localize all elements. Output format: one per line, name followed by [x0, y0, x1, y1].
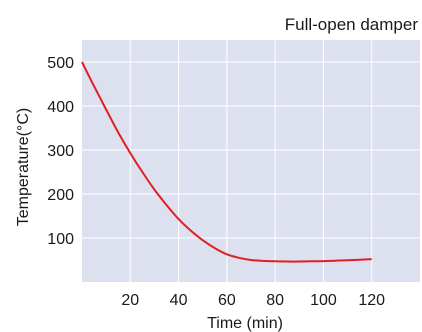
chart-title: Full-open damper	[285, 15, 419, 34]
y-tick-label: 400	[47, 99, 74, 116]
y-tick-label: 100	[47, 231, 74, 248]
plot-background	[82, 40, 420, 282]
y-tick-label: 200	[47, 187, 74, 204]
x-tick-label: 40	[170, 292, 188, 309]
series-line	[81, 61, 372, 263]
grid-lines	[82, 40, 420, 282]
y-tick-label: 300	[47, 143, 74, 160]
x-axis-label: Time (min)	[207, 315, 283, 332]
x-tick-label: 100	[310, 292, 337, 309]
x-tick-label: 20	[121, 292, 139, 309]
x-tick-label: 60	[218, 292, 236, 309]
x-tick-label: 80	[266, 292, 284, 309]
y-tick-label: 500	[47, 55, 74, 72]
x-tick-label: 120	[358, 292, 385, 309]
y-tick-labels: 100 200 300 400 500	[47, 55, 74, 248]
y-axis-label: Temperature(°C)	[15, 108, 32, 226]
x-tick-labels: 20 40 60 80 100 120	[121, 292, 385, 309]
